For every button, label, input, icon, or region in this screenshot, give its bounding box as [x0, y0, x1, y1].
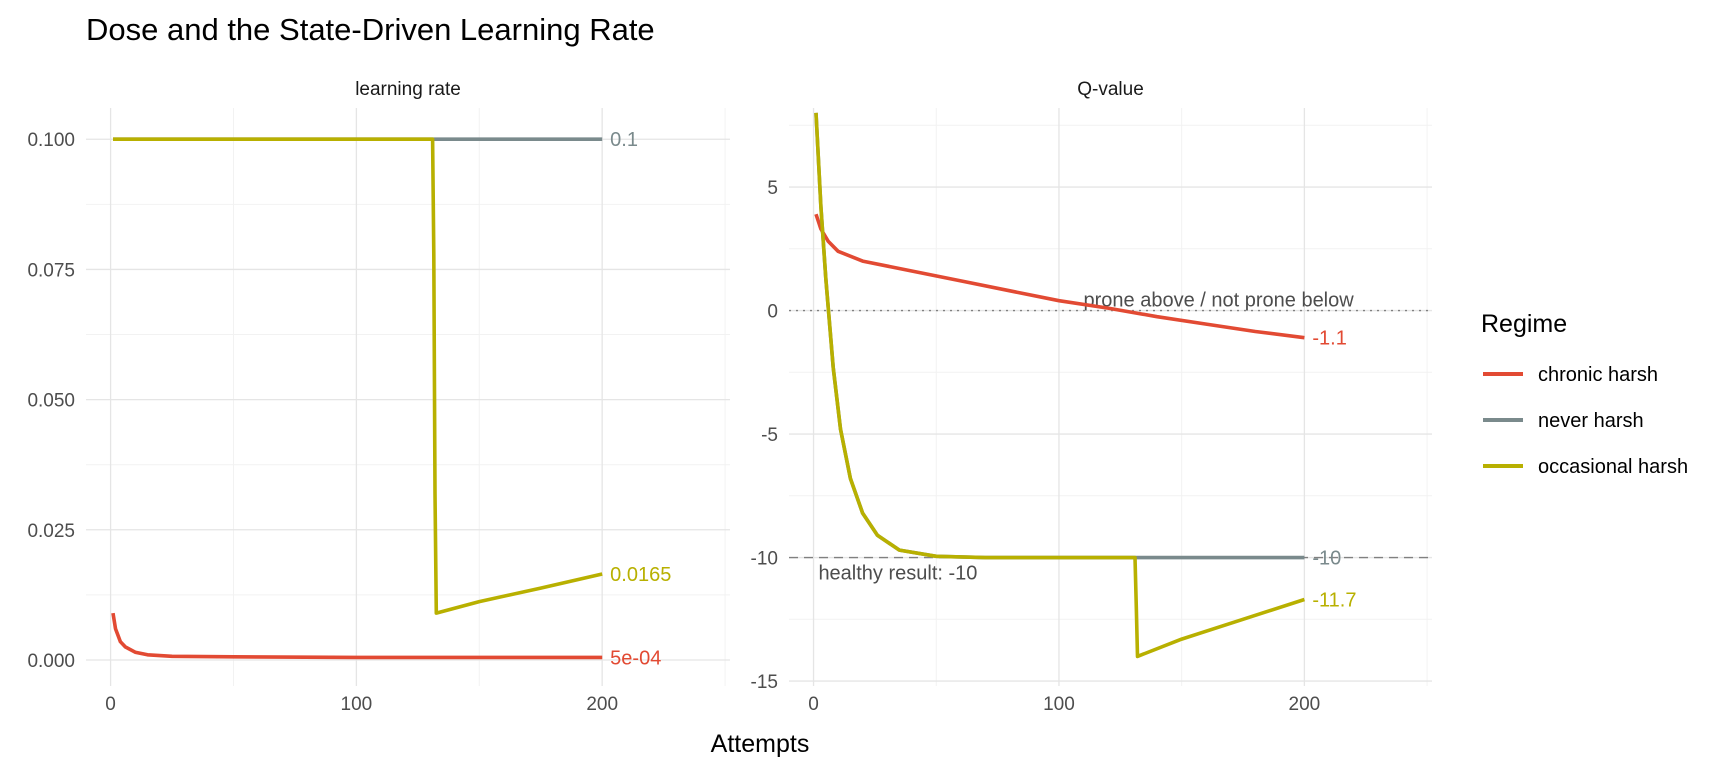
- panel-title: learning rate: [355, 79, 461, 100]
- legend-label: occasional harsh: [1538, 456, 1688, 478]
- reference-line-label: healthy result: -10: [818, 563, 977, 585]
- legend-title: Regime: [1481, 310, 1567, 338]
- x-axis-title: Attempts: [711, 730, 810, 758]
- y-tick-label: -15: [751, 672, 778, 693]
- x-tick-label: 200: [586, 694, 618, 715]
- end-label-chronic-harsh: -1.1: [1312, 328, 1346, 350]
- x-tick-label: 0: [808, 694, 819, 715]
- y-tick-label: 0.050: [27, 391, 75, 412]
- series-line-chronic-harsh: [814, 213, 1305, 340]
- x-tick-label: 100: [1043, 694, 1075, 715]
- panel-learning-rate: learning rate 0 100 200 0.000 0.025 0.050 0.075…: [27, 79, 730, 715]
- y-tick-label: -5: [761, 425, 778, 446]
- x-tick-label: 200: [1289, 694, 1321, 715]
- legend-item-occasional-harsh: occasional harsh: [1483, 456, 1688, 478]
- legend-items: chronic harsh never harsh occasional harsh: [1483, 364, 1688, 478]
- reference-line-label: prone above / not prone below: [1084, 290, 1355, 312]
- series-line-occasional-harsh: [113, 137, 603, 615]
- end-label-occasional-harsh: -11.7: [1312, 590, 1356, 612]
- y-tick-label: 0.025: [27, 521, 75, 542]
- end-label-never-harsh: -10: [1312, 548, 1341, 570]
- x-tick-label: 0: [105, 694, 116, 715]
- chart-title: Dose and the State-Driven Learning Rate: [86, 12, 655, 47]
- legend-label: chronic harsh: [1538, 364, 1658, 386]
- x-tick-label: 100: [341, 694, 373, 715]
- y-tick-label: 0: [767, 302, 778, 323]
- legend: Regime chronic harsh never harsh occasiona…: [1481, 310, 1688, 478]
- series-line-never-harsh: [814, 112, 1305, 560]
- panel-title: Q-value: [1077, 79, 1144, 100]
- y-tick-label: 0.075: [27, 260, 75, 281]
- series-line-chronic-harsh: [111, 612, 603, 660]
- end-label-chronic-harsh: 5e-04: [610, 647, 661, 669]
- series-line-occasional-harsh: [814, 112, 1305, 659]
- y-tick-label: 5: [767, 178, 778, 199]
- end-label-occasional-harsh: 0.0165: [610, 564, 671, 586]
- legend-label: never harsh: [1538, 410, 1644, 432]
- y-tick-label: 0.100: [27, 130, 75, 151]
- legend-item-chronic-harsh: chronic harsh: [1483, 364, 1658, 386]
- y-tick-label: -10: [751, 549, 778, 570]
- y-tick-label: 0.000: [27, 651, 75, 672]
- legend-item-never-harsh: never harsh: [1483, 410, 1644, 432]
- end-label-never-harsh: 0.1: [610, 129, 638, 151]
- panel-q-value: Q-value 0 100 200 -15 -10 -5 0 5 prone above / no…: [751, 79, 1432, 715]
